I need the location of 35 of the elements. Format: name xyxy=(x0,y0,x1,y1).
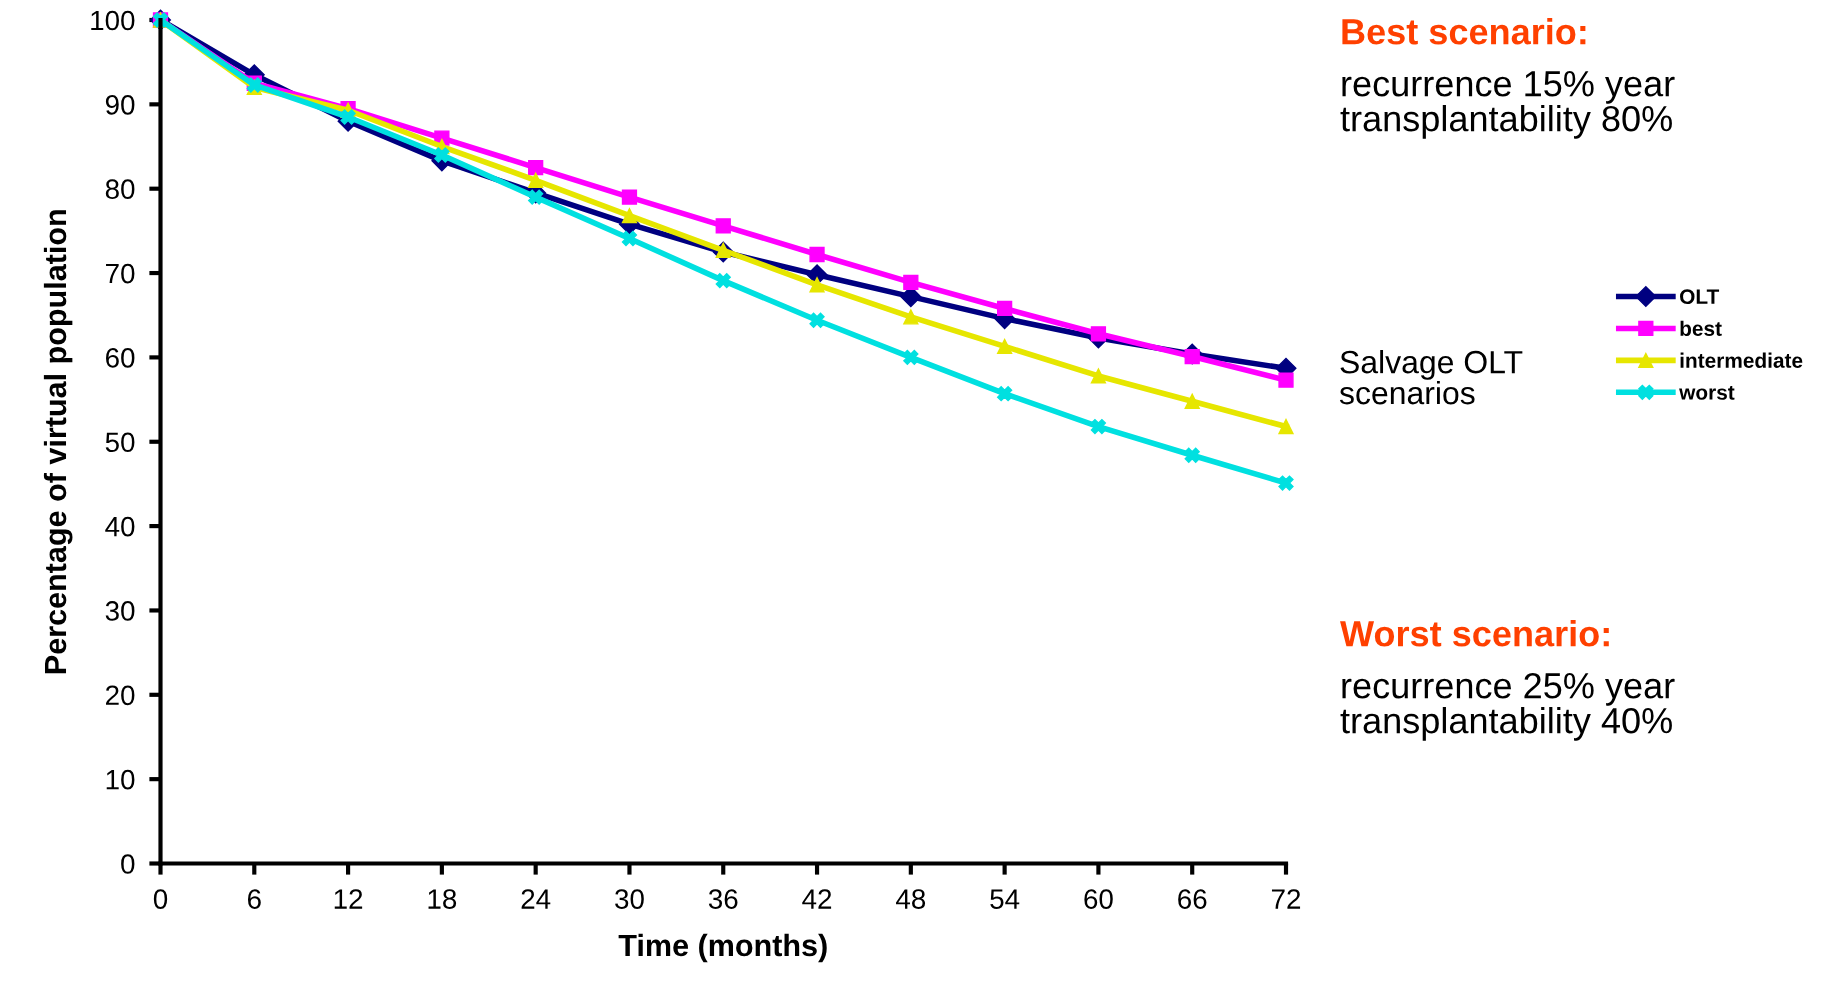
y-tick-label: 90 xyxy=(105,95,135,115)
y-tick-label: 30 xyxy=(105,601,135,621)
legend-label: OLT xyxy=(1680,289,1720,305)
x-tick-label: 54 xyxy=(990,889,1020,909)
x-tick-label: 72 xyxy=(1271,889,1301,909)
y-tick-label: 40 xyxy=(105,516,135,537)
x-tick-label: 36 xyxy=(708,889,738,909)
y-tick-label: 50 xyxy=(105,432,135,453)
x-tick-label: 66 xyxy=(1178,889,1207,909)
text: recurrence 15% year transplantability 80% xyxy=(1340,71,1675,139)
y-tick-label: 100 xyxy=(91,10,135,31)
y-tick-label: 10 xyxy=(106,769,135,790)
y-axis-title: Percentage of virtual population xyxy=(43,210,73,674)
text: recurrence 25% year transplantability 40% xyxy=(1340,672,1675,741)
text: Worst scenario: xyxy=(1340,620,1609,647)
x-tick-label: 48 xyxy=(896,889,926,909)
y-tick-label: 70 xyxy=(106,263,135,284)
legend-label: intermediate xyxy=(1680,352,1803,368)
x-tick-label: 18 xyxy=(428,889,457,909)
y-tick-label: 60 xyxy=(106,348,135,368)
x-axis-title: Time (months) xyxy=(618,933,827,963)
x-tick-label: 12 xyxy=(334,889,363,909)
x-tick-label: 6 xyxy=(247,889,261,909)
y-tick-label: 20 xyxy=(106,685,135,706)
y-tick-label: 80 xyxy=(105,179,135,200)
x-tick-label: 42 xyxy=(802,889,832,909)
legend-label: best xyxy=(1680,320,1722,336)
text: Best scenario: xyxy=(1342,18,1586,45)
legend-label: worst xyxy=(1679,386,1735,400)
y-tick-label: 0 xyxy=(121,854,135,874)
x-tick-label: 0 xyxy=(153,889,168,909)
text: Salvage OLT scenarios xyxy=(1339,350,1523,405)
x-tick-label: 24 xyxy=(521,889,551,909)
x-tick-label: 60 xyxy=(1084,889,1113,909)
x-tick-label: 30 xyxy=(615,889,644,909)
